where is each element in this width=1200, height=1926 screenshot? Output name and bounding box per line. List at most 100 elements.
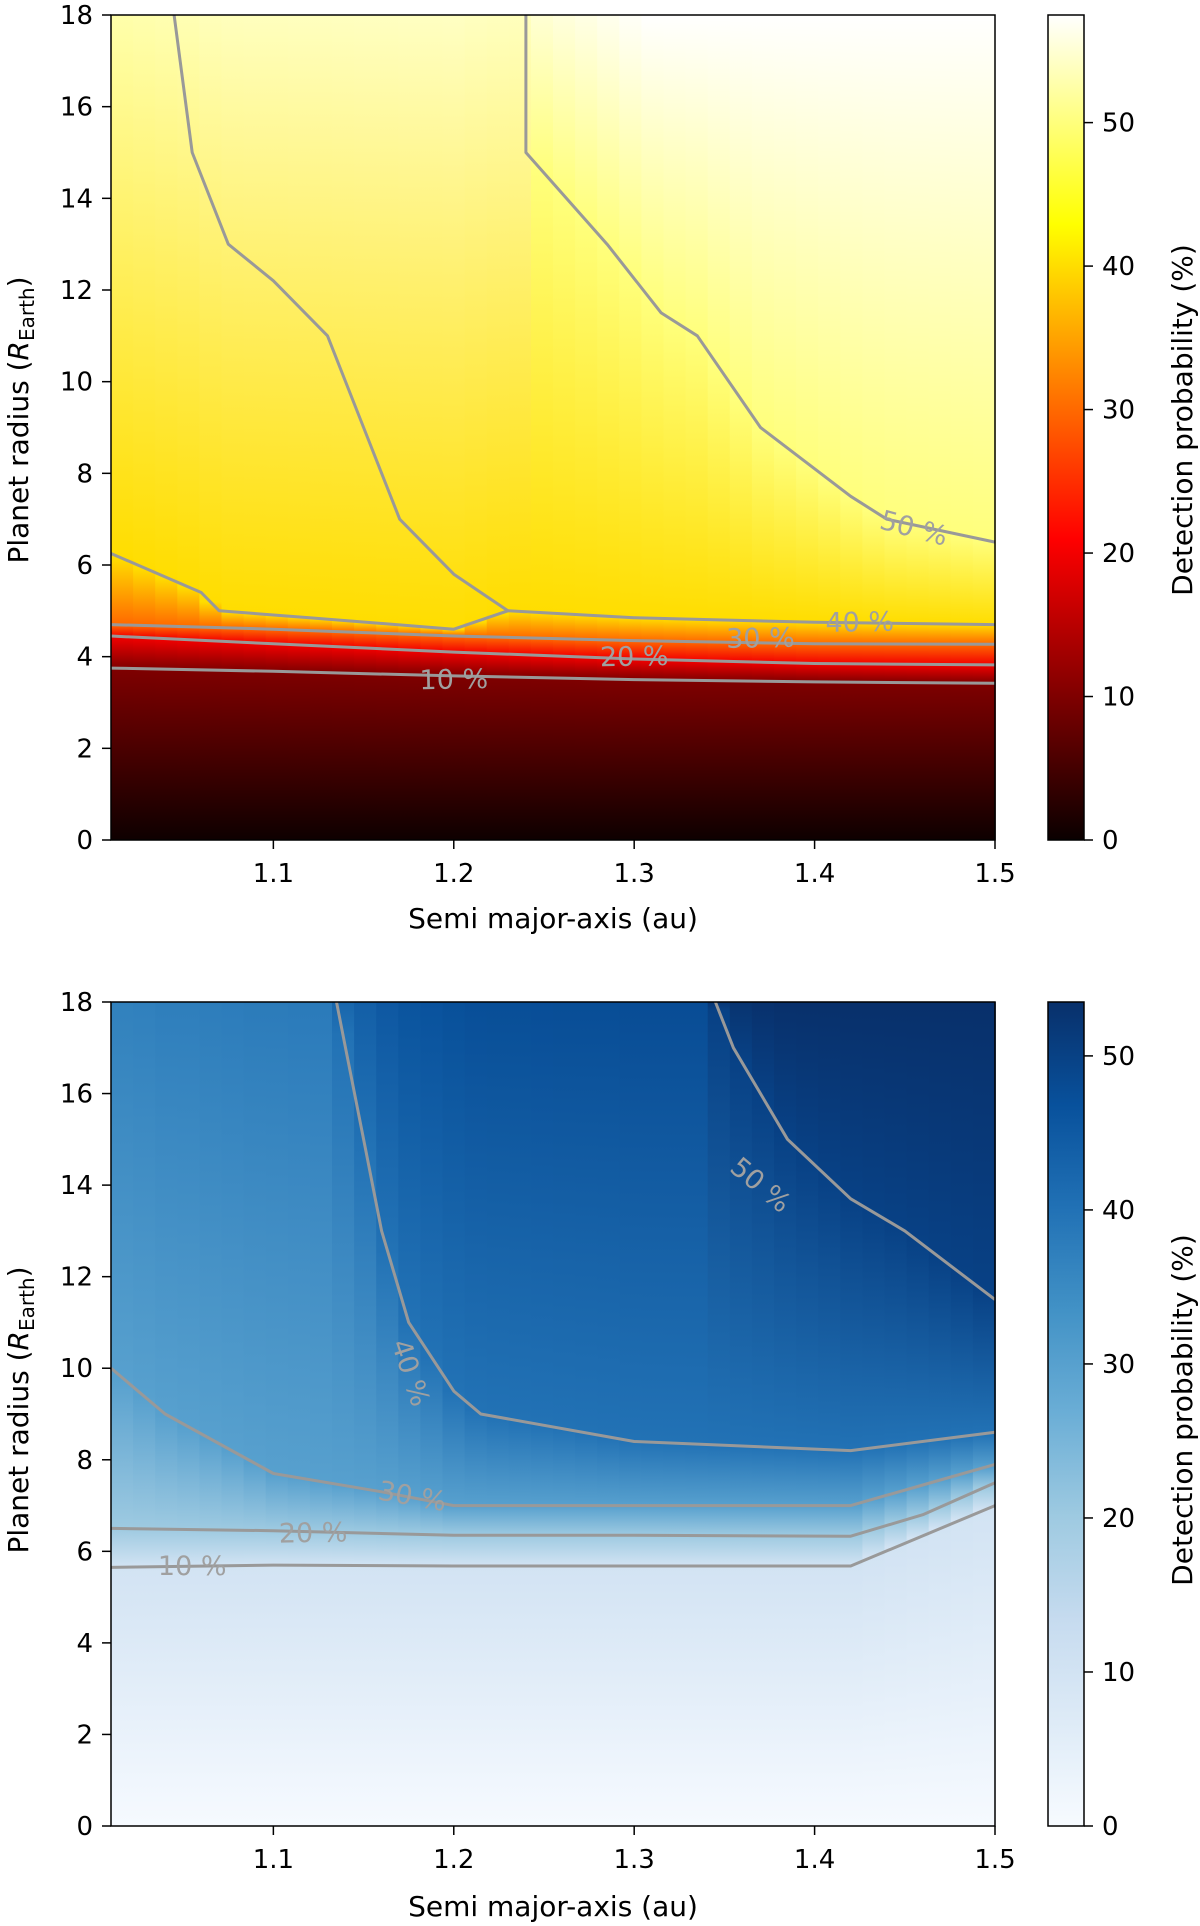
y-tick-label: 18 (60, 1, 93, 31)
y-tick-label: 12 (60, 1263, 93, 1293)
heatmap-strip (597, 1002, 621, 1826)
heatmap-strip (221, 15, 245, 840)
x-axis-label-top: Semi major-axis (au) (408, 902, 698, 935)
y-tick-label: 8 (76, 459, 93, 489)
heatmap-strip (464, 15, 488, 840)
contour-lines (110, 1001, 996, 1569)
y-tick-label: 18 (60, 988, 93, 1018)
heatmap-strip (376, 15, 400, 840)
heatmap-strip (950, 15, 974, 840)
heatmap-strip (243, 15, 267, 840)
colorbar-tick-label: 30 (1102, 396, 1135, 426)
heatmap-strip (177, 1002, 201, 1826)
y-tick-label: 10 (60, 368, 93, 398)
heatmap-strip (111, 1002, 134, 1826)
heatmap-cells (111, 15, 996, 840)
contour-30 (110, 1367, 996, 1508)
heatmap-strip (950, 1002, 974, 1826)
x-tick-label: 1.2 (433, 1845, 474, 1875)
panel-detection-hot: 10 %20 %30 % 40 %50 %1.1 1.2 1.3 1.4 1.502468… (60, 1, 1135, 889)
x-tick-label: 1.3 (614, 859, 655, 889)
colorbar-tick-label: 50 (1102, 109, 1135, 139)
heatmap-strip (133, 1002, 156, 1826)
colorbar-label-bottom: Detection probability (%) (1166, 1234, 1199, 1586)
x-tick-label: 1.2 (433, 859, 474, 889)
heatmap-strip (707, 1002, 731, 1826)
contour-lines (110, 14, 996, 685)
heatmap-strip (663, 1002, 687, 1826)
contour-20 (110, 634, 996, 667)
contour-label-group: 20 % (600, 641, 669, 673)
x-axis-label-bottom: Semi major-axis (au) (408, 1890, 698, 1923)
x-tick-label: 1.1 (253, 1845, 294, 1875)
y-tick-label: 14 (60, 1171, 93, 1201)
heatmap-strip (553, 15, 576, 840)
heatmap-strip (972, 15, 996, 840)
heatmap-strip (862, 1002, 886, 1826)
y-tick-label: 14 (60, 184, 93, 214)
contour-10 (110, 1504, 996, 1569)
x-tick-label: 1.5 (974, 859, 1015, 889)
heatmap-strip (530, 1002, 554, 1826)
heatmap-strip (155, 15, 179, 840)
heatmap-strip (265, 1002, 289, 1826)
contour-label-group: 30 % (726, 623, 795, 655)
contour-label-20: 20 % (600, 641, 669, 673)
contour-label-20: 20 % (279, 1517, 348, 1549)
heatmap-strip (619, 1002, 643, 1826)
contour-label-10: 10 % (158, 1551, 227, 1582)
heatmap-strip (906, 15, 930, 840)
heatmap-strip (685, 15, 709, 840)
x-tick-label: 1.1 (253, 859, 294, 889)
heatmap-strip (133, 15, 156, 840)
colorbar-tick-label: 10 (1102, 683, 1135, 713)
heatmap-strip (796, 1002, 819, 1826)
heatmap-strip (751, 15, 775, 840)
heatmap-strip (199, 15, 223, 840)
heatmap-strip (884, 15, 908, 840)
heatmap-strip (818, 1002, 842, 1826)
colorbar-tick-label: 40 (1102, 252, 1135, 282)
heatmap-strip (420, 15, 444, 840)
heatmap-strip (508, 15, 532, 840)
heatmap-strip (818, 15, 842, 840)
heatmap-strip (751, 1002, 775, 1826)
colorbar-tick-label: 0 (1102, 826, 1119, 856)
panel-detection-blues: 10 %20 %30 %40 %50 %1.1 1.2 1.3 1.4 1.502468… (60, 988, 1135, 1875)
y-tick-label: 4 (76, 643, 93, 673)
x-tick-label: 1.5 (974, 1845, 1015, 1875)
heatmap-strip (884, 1002, 908, 1826)
heatmap-strip (553, 1002, 576, 1826)
heatmap-strip (376, 1002, 400, 1826)
heatmap-cells (111, 1002, 996, 1826)
heatmap-strip (398, 1002, 422, 1826)
heatmap-strip (641, 1002, 665, 1826)
heatmap-strip (398, 15, 422, 840)
heatmap-strip (972, 1002, 996, 1826)
contour-label-group: 20 % (279, 1517, 348, 1549)
y-tick-label: 10 (60, 1354, 93, 1384)
heatmap-strip (111, 15, 134, 840)
contour-40 (335, 1001, 996, 1453)
colorbar (1047, 14, 1085, 841)
heatmap-strip (486, 15, 510, 840)
y-tick-label: 12 (60, 276, 93, 306)
y-tick-label: 0 (76, 826, 93, 856)
heatmap-strip (729, 1002, 753, 1826)
heatmap-strip (641, 15, 665, 840)
heatmap-strip (287, 15, 311, 840)
heatmap-strip (774, 15, 797, 840)
heatmap-strip (928, 15, 952, 840)
heatmap-strip (243, 1002, 267, 1826)
heatmap-strip (508, 1002, 532, 1826)
contour-50 (714, 1001, 996, 1301)
x-tick-label: 1.4 (794, 1845, 835, 1875)
contour-40 (110, 552, 996, 631)
heatmap-strip (420, 1002, 444, 1826)
contour-20 (110, 1481, 996, 1538)
x-tick-label: 1.4 (794, 859, 835, 889)
heatmap-strip (486, 1002, 510, 1826)
y-tick-label: 6 (76, 1537, 93, 1567)
heatmap-strip (928, 1002, 952, 1826)
heatmap-strip (265, 15, 289, 840)
